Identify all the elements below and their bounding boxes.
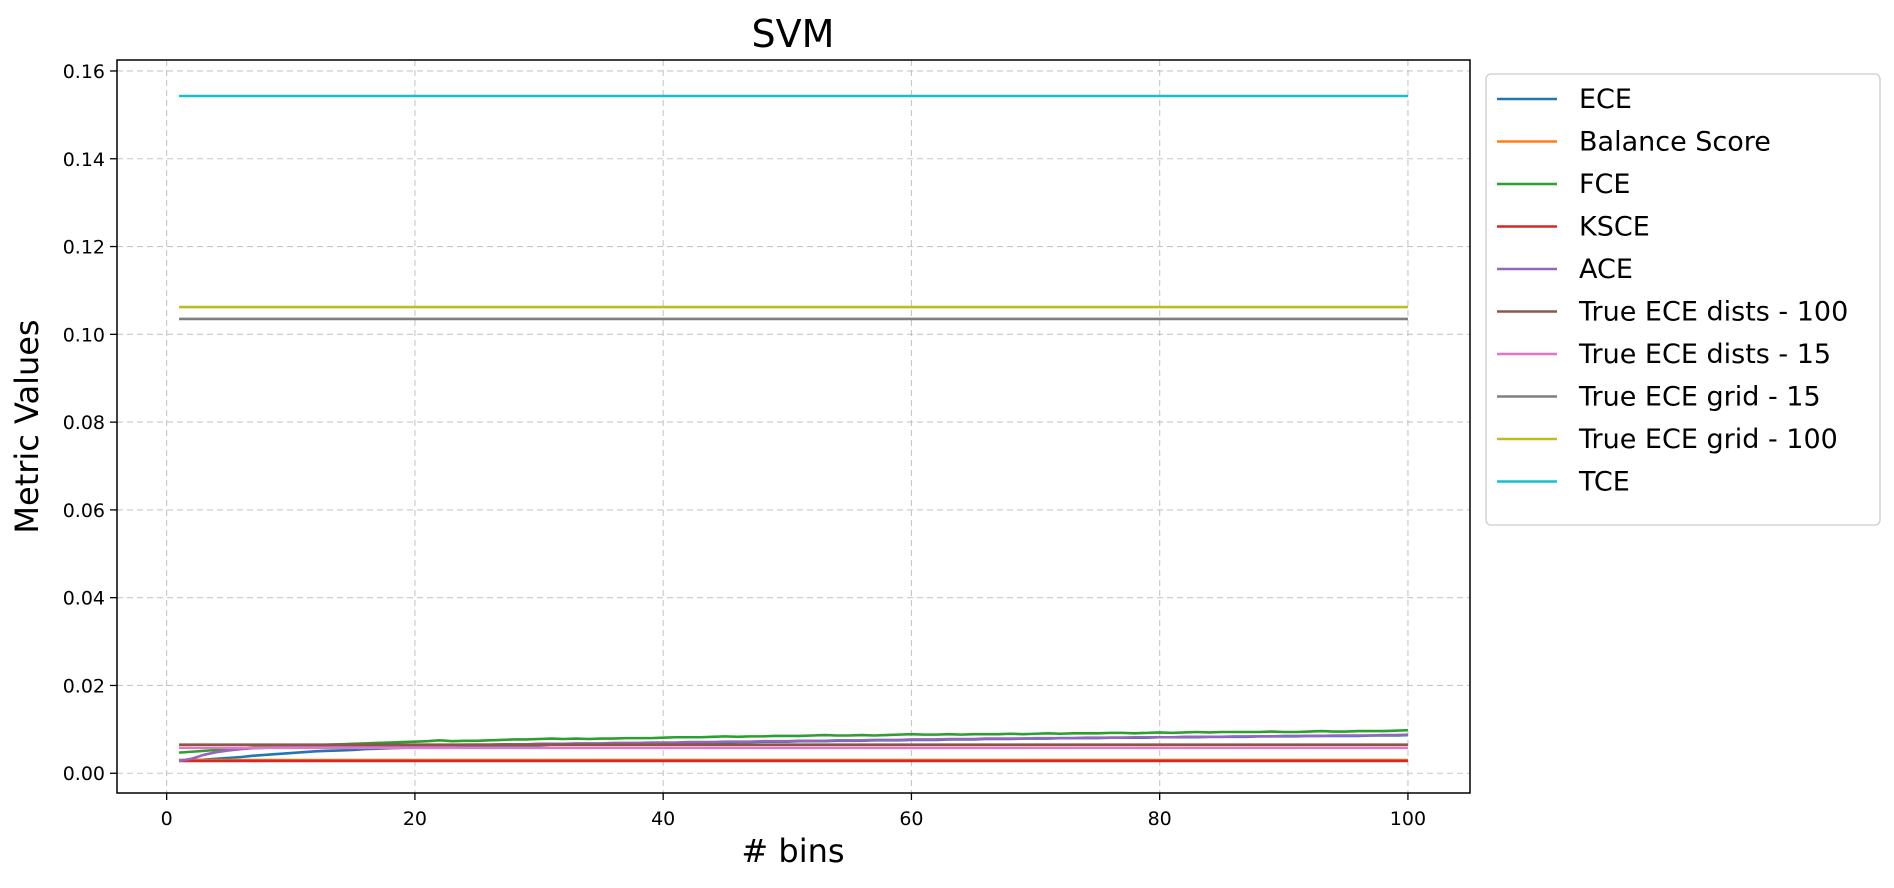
- legend-label: ACE: [1579, 254, 1633, 285]
- grid: [117, 60, 1470, 793]
- x-tick-label: 60: [899, 808, 923, 830]
- x-tick-label: 40: [651, 808, 675, 830]
- y-tick-label: 0.08: [63, 412, 105, 434]
- legend-label: True ECE grid - 15: [1578, 382, 1821, 413]
- legend-box: [1485, 73, 1881, 526]
- y-axis-ticks: 0.00 0.02 0.04 0.06 0.08 0.10 0.12 0.14 0.16: [63, 61, 117, 785]
- x-tick-label: 100: [1390, 808, 1426, 830]
- y-axis-label: Metric Values: [8, 319, 46, 533]
- x-axis-ticks: 0 20 40 60 80 100: [161, 793, 1426, 830]
- x-tick-label: 80: [1148, 808, 1172, 830]
- y-tick-label: 0.02: [63, 675, 105, 697]
- series-line-fce: [178, 728, 1408, 754]
- y-tick-label: 0.16: [63, 61, 105, 83]
- axes-frame: [116, 59, 1471, 794]
- x-tick-label: 0: [161, 808, 173, 830]
- chart-title: SVM: [752, 12, 835, 56]
- legend-label: ECE: [1579, 84, 1632, 115]
- legend-label: KSCE: [1579, 212, 1650, 243]
- y-tick-label: 0.12: [63, 237, 105, 259]
- y-tick-label: 0.06: [63, 500, 105, 522]
- y-tick-label: 0.04: [63, 588, 105, 610]
- y-tick-label: 0.14: [63, 149, 105, 171]
- legend-label: True ECE grid - 100: [1578, 424, 1838, 455]
- y-tick-label: 0.10: [63, 324, 105, 346]
- legend-label: True ECE dists - 15: [1578, 339, 1831, 370]
- legend-label: Balance Score: [1579, 127, 1771, 158]
- x-axis-label: # bins: [741, 832, 844, 870]
- legend-label: TCE: [1578, 467, 1630, 498]
- x-tick-label: 20: [403, 808, 427, 830]
- legend-label: True ECE dists - 100: [1578, 297, 1848, 328]
- y-tick-label: 0.00: [63, 763, 105, 785]
- legend: ECE Balance Score FCE KSCE ACE True ECE dists…: [1485, 73, 1881, 526]
- series-lines: [178, 94, 1408, 763]
- legend-label: FCE: [1579, 169, 1630, 200]
